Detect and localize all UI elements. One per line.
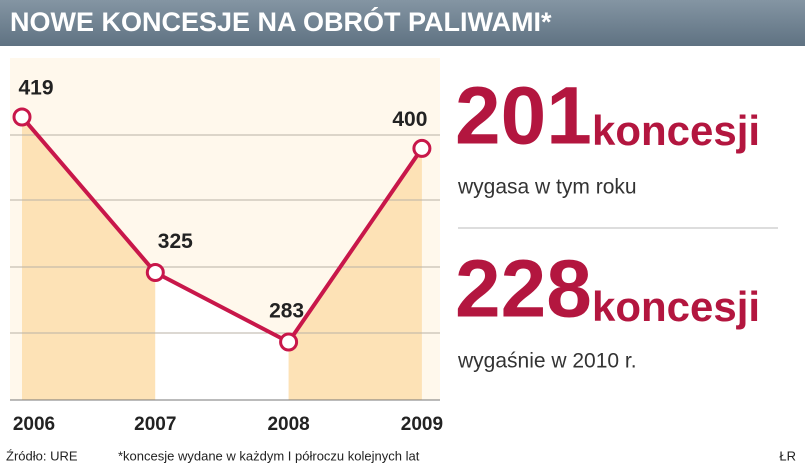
stat-number: 201 — [455, 71, 592, 162]
x-tick-label: 2006 — [13, 414, 55, 435]
value-label: 283 — [269, 300, 304, 323]
stat-note: wygasa w tym roku — [457, 176, 637, 199]
x-tick-label: 2009 — [401, 414, 443, 435]
area-fill — [288, 148, 422, 400]
marker — [12, 107, 32, 127]
stat-unit: koncesji — [592, 283, 760, 330]
source: Źródło: URE — [6, 448, 78, 463]
chart-title: NOWE KONCESJE NA OBRÓT PALIWAMI* — [10, 6, 552, 37]
stat-unit: koncesji — [592, 107, 760, 154]
marker — [145, 263, 165, 283]
stat-number: 228 — [455, 244, 592, 335]
area-fill — [155, 272, 289, 400]
x-tick-label: 2007 — [134, 414, 176, 435]
line — [20, 115, 424, 344]
value-label: 400 — [392, 108, 427, 131]
footnote: *koncesje wydane w każdym I półroczu kol… — [118, 448, 420, 463]
x-tick-label: 2008 — [267, 414, 309, 435]
value-label: 419 — [18, 77, 53, 100]
title-bar — [0, 0, 805, 46]
author: ŁR — [779, 448, 796, 463]
grid — [10, 134, 440, 401]
area-fill — [22, 117, 156, 400]
marker — [279, 332, 299, 352]
marker — [412, 138, 432, 158]
value-label: 325 — [158, 230, 193, 253]
stat-note: wygaśnie w 2010 r. — [457, 350, 637, 373]
